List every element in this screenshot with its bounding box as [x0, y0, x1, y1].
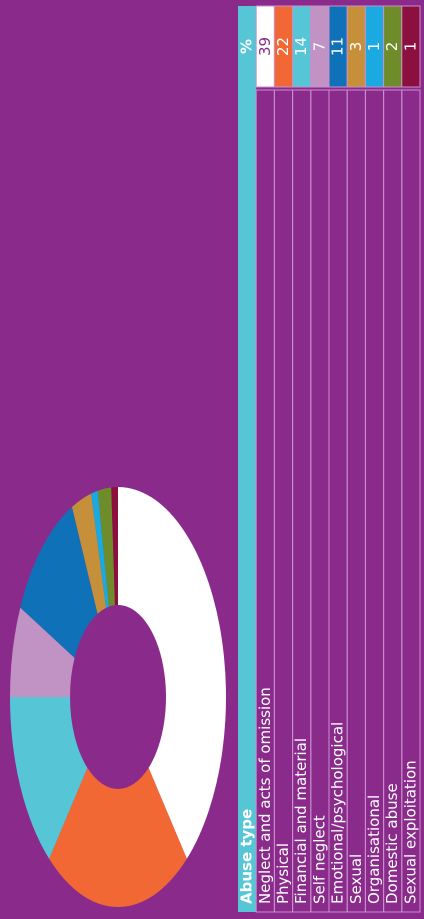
value-label: 1 [401, 42, 419, 52]
value-label: 3 [347, 42, 365, 52]
category-label: Emotional/psychological [329, 722, 347, 904]
category-label: Sexual exploitation [401, 760, 419, 904]
category-label: Domestic abuse [383, 783, 401, 904]
table-header: Abuse type [238, 809, 256, 904]
table-cell [401, 89, 421, 913]
value-label: 2 [383, 42, 401, 52]
donut-slice [72, 493, 107, 614]
category-label: Organisational [365, 795, 383, 904]
value-label: 1 [365, 42, 383, 52]
category-label: Self neglect [310, 815, 328, 904]
table-header: % [238, 39, 256, 54]
value-label: 14 [292, 37, 310, 56]
donut-slice [10, 697, 88, 859]
category-label: Neglect and acts of omission [256, 687, 274, 904]
donut-slice [118, 487, 227, 859]
donut-slice [10, 607, 75, 697]
donut-slice [111, 487, 118, 606]
donut-slice [97, 487, 115, 607]
value-label: 11 [329, 37, 347, 56]
value-cell [401, 5, 421, 88]
donut-slice [49, 767, 187, 907]
category-label: Financial and material [292, 738, 310, 904]
donut-slice [91, 490, 110, 608]
category-label: Sexual [347, 854, 365, 904]
value-label: 22 [274, 37, 292, 56]
value-label: 39 [256, 37, 274, 56]
value-label: 7 [310, 42, 328, 52]
table-header-cell [238, 6, 257, 912]
donut-slice [20, 506, 98, 658]
category-label: Physical [274, 843, 292, 904]
